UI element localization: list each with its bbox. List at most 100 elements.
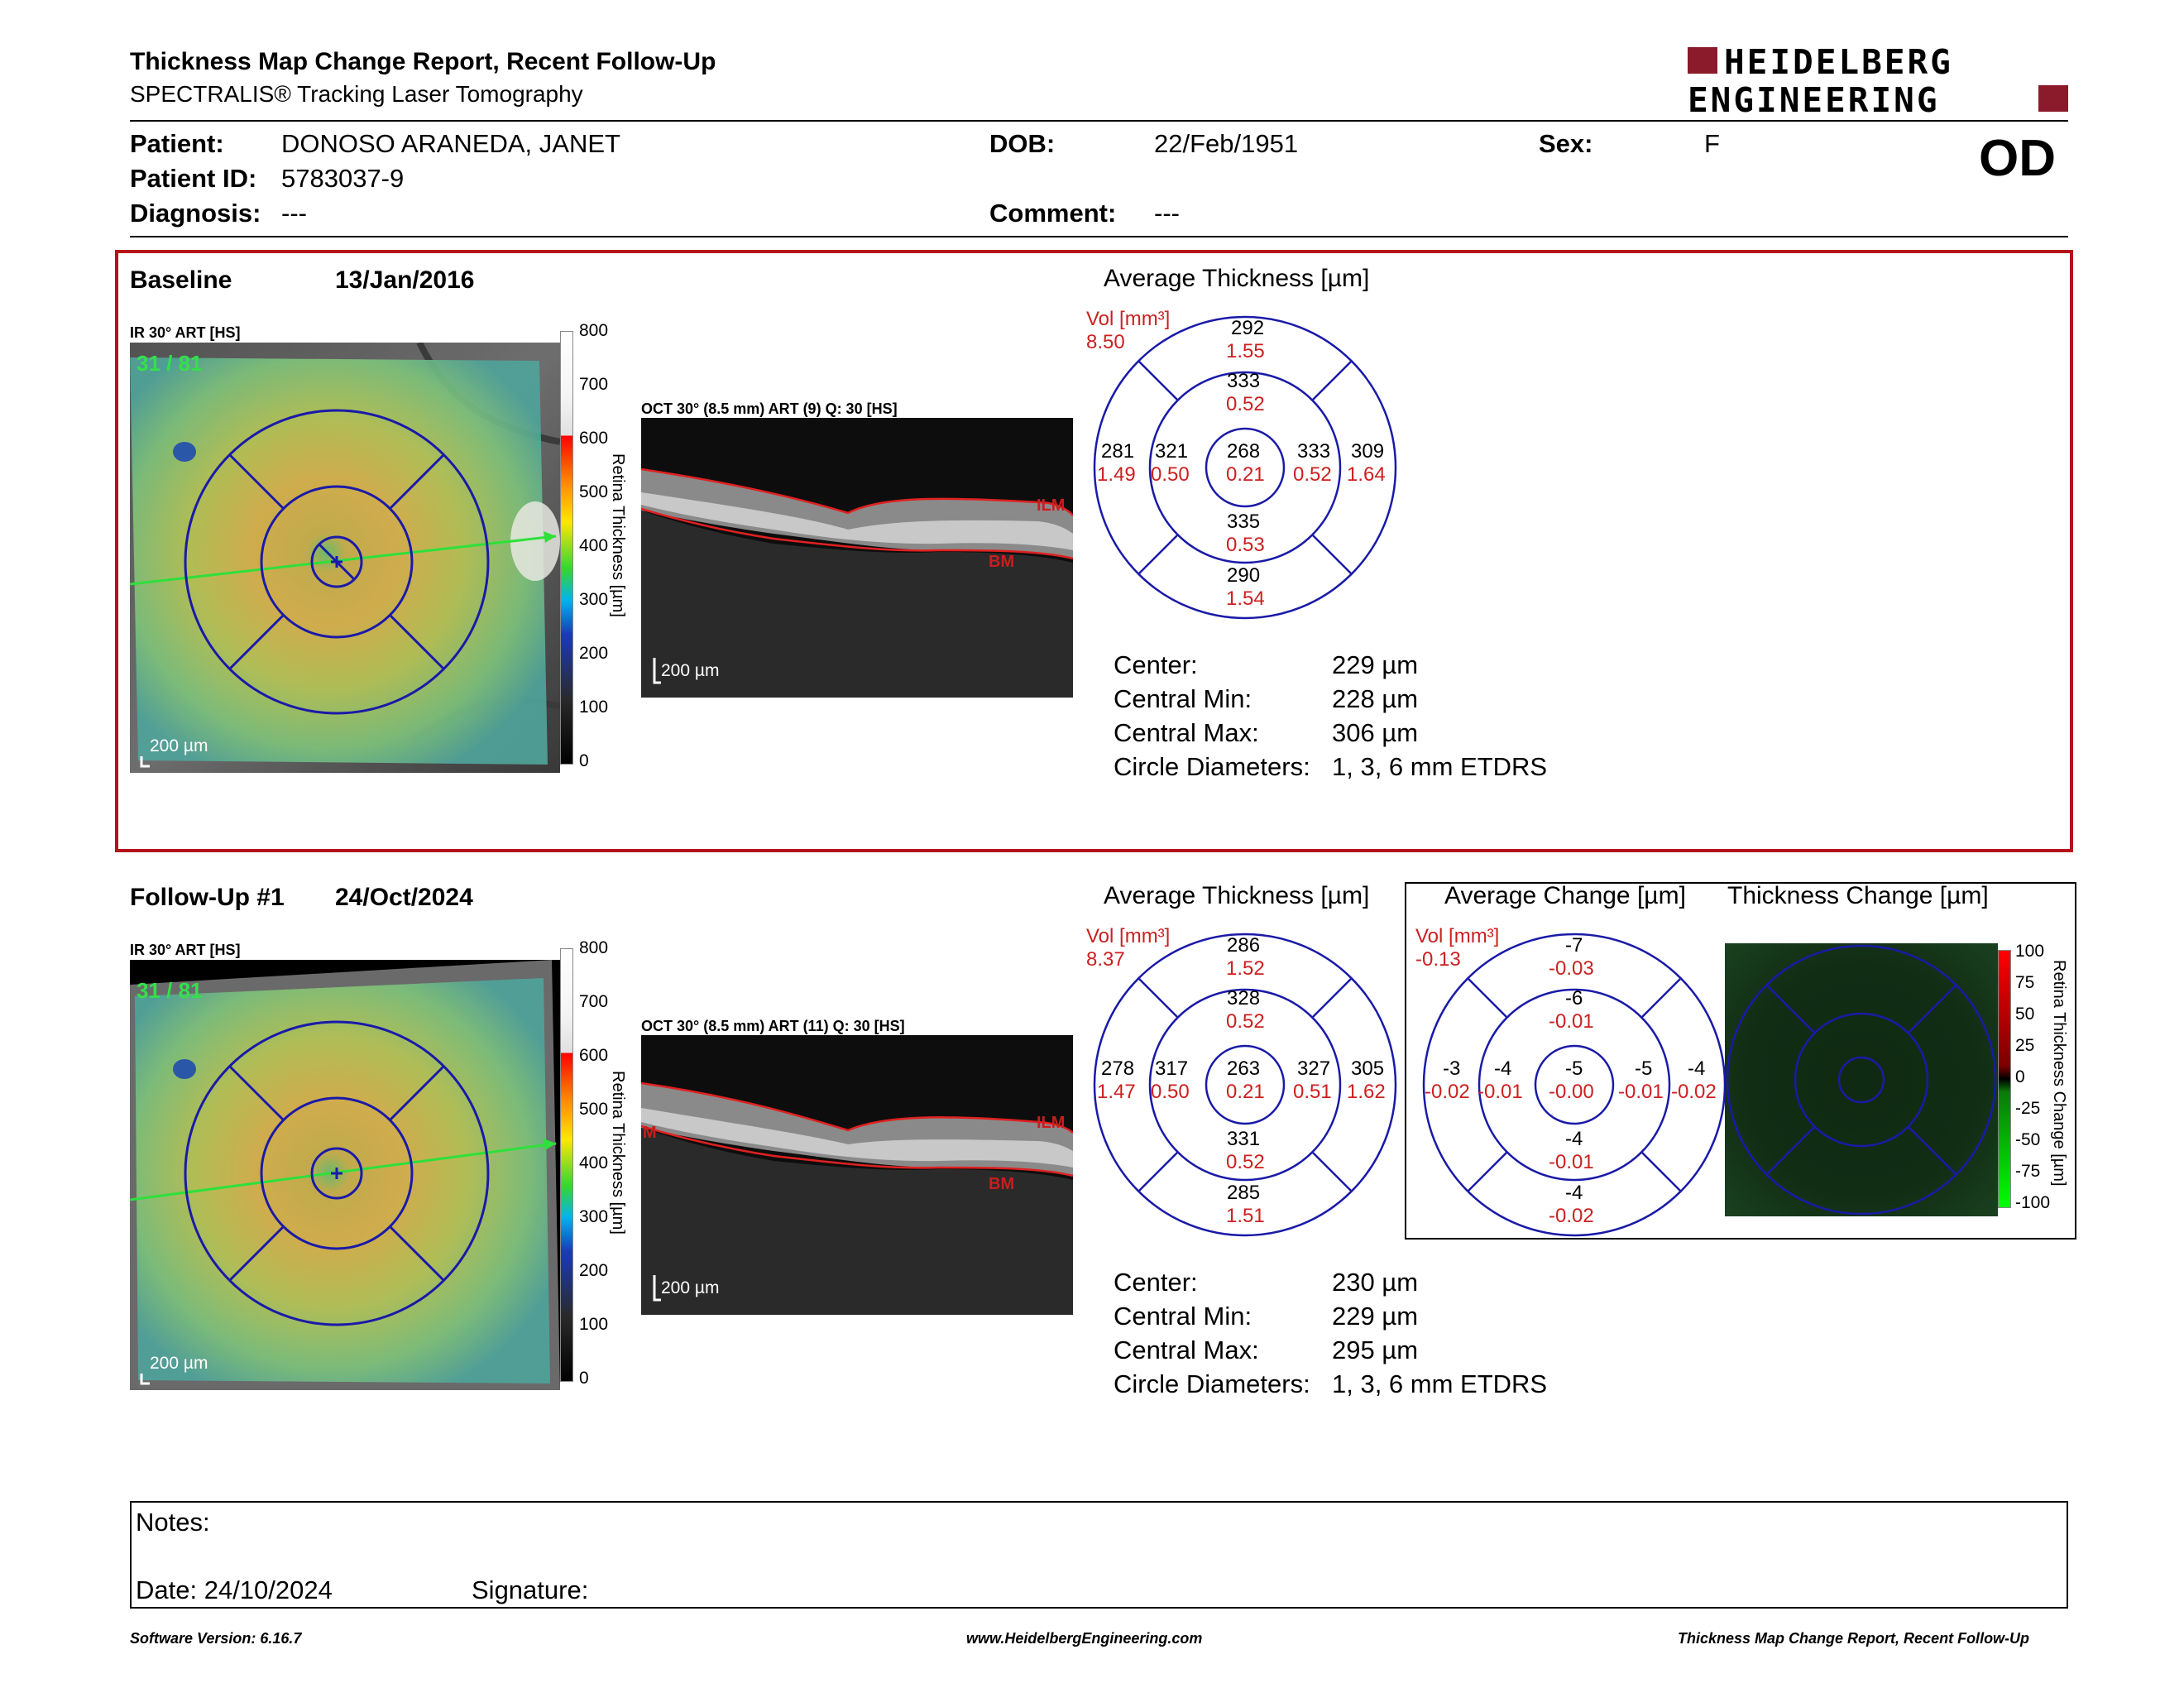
colorbar-tick: 0	[579, 1369, 589, 1388]
followup-colorbar	[560, 948, 573, 1382]
followup-colorbar-title: Retina Thickness [µm]	[609, 1071, 627, 1235]
change-vol-label: Vol [mm³]	[1415, 925, 1500, 947]
sector-outer-sup-vol: 1.55	[1226, 340, 1265, 362]
change-inner-sup-value: -6	[1565, 987, 1583, 1009]
colorbar-tick: 300	[579, 590, 609, 609]
diagnosis-value: ---	[281, 199, 307, 228]
baseline-ir-counter: 31 / 81	[136, 351, 203, 376]
change-avg-title: Average Change [µm]	[1444, 882, 1686, 909]
colorbar-tick: -25	[2015, 1099, 2041, 1118]
patient-name: DONOSO ARANEDA, JANET	[281, 129, 620, 158]
comment-value: ---	[1154, 199, 1180, 228]
sector-inner-temp-vol: 0.50	[1151, 1081, 1190, 1103]
change-outer-nas-vol: -0.02	[1671, 1081, 1717, 1103]
change-colorbar-ticks: 100 75 50 25 0 -25 -50 -75 -100	[2015, 942, 2057, 1215]
stat-label: Central Min:	[1114, 1302, 1252, 1331]
stat-value: 1, 3, 6 mm ETDRS	[1332, 752, 1548, 781]
followup-etdrs-grid	[1092, 932, 1398, 1238]
colorbar-tick: 100	[579, 698, 609, 717]
followup-scale-label: 200 µm	[150, 1354, 208, 1373]
colorbar-tick: 600	[579, 429, 609, 448]
sector-center-value: 263	[1227, 1057, 1261, 1080]
change-inner-sup-vol: -0.01	[1549, 1010, 1594, 1033]
colorbar-tick: -50	[2015, 1130, 2041, 1149]
eye-label: OD	[1979, 130, 2056, 187]
sector-inner-nas-value: 333	[1297, 440, 1331, 463]
followup-left-mark: M	[643, 1124, 657, 1142]
sector-outer-inf-value: 285	[1227, 1182, 1261, 1204]
baseline-ir-label: IR 30° ART [HS]	[130, 324, 241, 341]
baseline-date: 13/Jan/2016	[335, 266, 475, 294]
sex-label: Sex:	[1539, 129, 1593, 158]
followup-ilm-label: ILM	[1037, 1114, 1065, 1132]
followup-label: Follow-Up #1	[130, 884, 285, 911]
baseline-ilm-label: ILM	[1037, 496, 1065, 515]
dob-label: DOB:	[989, 129, 1056, 158]
stat-value: 230 µm	[1332, 1268, 1419, 1297]
baseline-colorbar-title: Retina Thickness [µm]	[609, 453, 627, 617]
logo-text-2: ENGINEERING	[1688, 80, 1940, 120]
sector-inner-sup-vol: 0.52	[1226, 393, 1265, 415]
sector-inner-nas-value: 327	[1297, 1057, 1331, 1080]
followup-ir-label: IR 30° ART [HS]	[130, 942, 241, 958]
notes-box[interactable]	[130, 1501, 2068, 1609]
sector-inner-inf-vol: 0.53	[1226, 534, 1265, 556]
stat-value: 306 µm	[1332, 718, 1419, 747]
change-outer-inf-vol: -0.02	[1549, 1205, 1594, 1227]
followup-bm-label: BM	[989, 1175, 1014, 1193]
baseline-fundus-map: 31 / 81 200 µm	[129, 341, 562, 773]
stat-label: Central Max:	[1114, 718, 1259, 747]
change-center-vol: -0.00	[1549, 1081, 1594, 1103]
sector-outer-nas-vol: 1.64	[1347, 463, 1386, 486]
change-inner-nas-value: -5	[1635, 1057, 1653, 1080]
change-center-value: -5	[1565, 1057, 1583, 1080]
colorbar-tick: 700	[579, 992, 609, 1011]
sector-center-vol: 0.21	[1226, 463, 1265, 486]
notes-label: Notes:	[136, 1508, 210, 1537]
change-outer-temp-value: -3	[1443, 1057, 1461, 1080]
stat-label: Central Max:	[1114, 1336, 1259, 1364]
stat-value: 295 µm	[1332, 1336, 1419, 1364]
colorbar-tick: 400	[579, 536, 609, 555]
change-inner-temp-value: -4	[1494, 1057, 1512, 1080]
baseline-scale-label: 200 µm	[150, 736, 208, 755]
heidelberg-logo: HEIDELBERG ENGINEERING	[1688, 42, 2068, 120]
baseline-label: Baseline	[130, 266, 232, 294]
colorbar-tick: -75	[2015, 1162, 2041, 1181]
followup-ir-counter: 31 / 81	[136, 978, 203, 1003]
sector-outer-nas-value: 309	[1351, 440, 1385, 463]
followup-avg-title: Average Thickness [µm]	[1104, 882, 1370, 909]
report-subtitle: SPECTRALIS® Tracking Laser Tomography	[130, 81, 583, 107]
report-title: Thickness Map Change Report, Recent Foll…	[130, 48, 716, 75]
stat-label: Center:	[1114, 1268, 1198, 1297]
sector-inner-inf-vol: 0.52	[1226, 1151, 1265, 1173]
sector-outer-sup-vol: 1.52	[1226, 957, 1265, 980]
colorbar-tick: 25	[2015, 1036, 2035, 1055]
colorbar-tick: 400	[579, 1153, 609, 1172]
baseline-vol-total: 8.50	[1086, 331, 1125, 353]
colorbar-tick: 100	[2015, 942, 2045, 961]
footer-url[interactable]: www.HeidelbergEngineering.com	[966, 1630, 1203, 1647]
change-inner-inf-value: -4	[1565, 1128, 1583, 1150]
sector-inner-sup-vol: 0.52	[1226, 1010, 1265, 1033]
followup-date: 24/Oct/2024	[335, 884, 473, 911]
colorbar-tick: -100	[2015, 1193, 2051, 1212]
colorbar-tick: 500	[579, 1100, 609, 1119]
baseline-avg-title: Average Thickness [µm]	[1104, 265, 1370, 292]
colorbar-tick: 50	[2015, 1005, 2035, 1024]
followup-vol-label: Vol [mm³]	[1086, 925, 1171, 947]
change-colorbar	[1998, 950, 2011, 1208]
change-outer-sup-vol: -0.03	[1549, 957, 1594, 980]
baseline-oct-label: OCT 30° (8.5 mm) ART (9) Q: 30 [HS]	[641, 400, 898, 417]
baseline-etdrs-grid	[1092, 314, 1398, 621]
change-outer-nas-value: -4	[1688, 1057, 1706, 1080]
colorbar-tick: 500	[579, 482, 609, 501]
sector-center-vol: 0.21	[1226, 1081, 1265, 1103]
dob-value: 22/Feb/1951	[1154, 129, 1299, 158]
baseline-colorbar	[560, 331, 573, 765]
footer-version: Software Version: 6.16.7	[130, 1630, 302, 1647]
sector-inner-nas-vol: 0.52	[1293, 463, 1332, 486]
sex-value: F	[1704, 129, 1720, 158]
sector-inner-temp-value: 321	[1155, 440, 1189, 463]
baseline-bm-label: BM	[989, 553, 1014, 571]
